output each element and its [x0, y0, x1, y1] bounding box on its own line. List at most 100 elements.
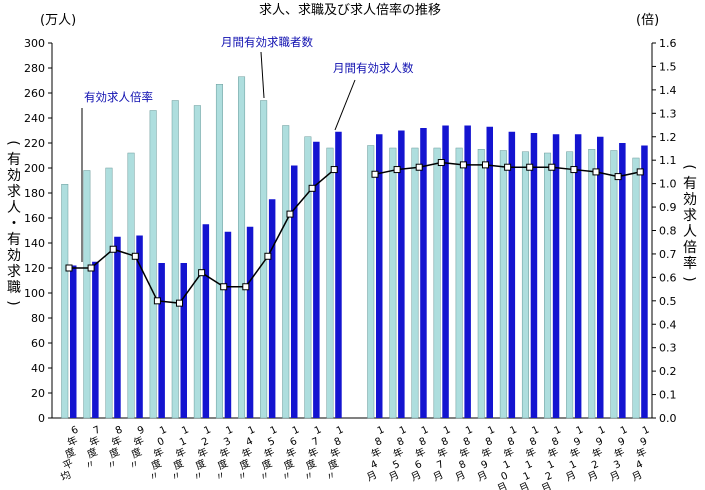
ratio-point	[415, 163, 423, 171]
x-tick-label: 1	[546, 459, 556, 472]
bar-job-offers	[313, 141, 320, 418]
bar-job-seekers	[238, 76, 246, 419]
x-tick-label: 1	[313, 424, 323, 437]
x-tick-label: 年	[240, 445, 255, 461]
x-tick-label: 年	[284, 445, 299, 461]
right-axis-title: (	[681, 164, 697, 169]
x-tick-label: 度	[171, 456, 186, 472]
left-axis-title: ・	[7, 216, 21, 232]
bar-job-seekers	[499, 150, 507, 419]
bar-job-seekers	[304, 136, 312, 419]
x-tick-label: 度	[63, 445, 78, 461]
x-tick-label: 1	[619, 424, 629, 437]
x-tick-label: 月	[495, 480, 509, 490]
left-tick-label: 280	[24, 62, 45, 75]
x-tick-label: 1	[524, 459, 534, 472]
right-tick-label: 0.1	[659, 389, 677, 402]
x-tick-label: 1	[398, 424, 408, 437]
right-axis-title: 効	[683, 192, 697, 208]
ratio-point	[437, 159, 445, 167]
bar-job-seekers	[544, 152, 552, 419]
left-tick-label: 80	[31, 312, 45, 325]
left-axis-title: 求	[7, 264, 21, 280]
ratio-point	[459, 161, 467, 169]
bar-job-seekers	[105, 167, 113, 419]
bar-job-seekers	[455, 147, 463, 419]
x-tick-label: 1	[502, 459, 512, 472]
left-axis-title: 有	[7, 152, 21, 168]
left-tick-label: 240	[24, 112, 45, 125]
x-tick-label: 4	[369, 459, 379, 472]
x-tick-label: 年	[546, 445, 561, 461]
ratio-point	[242, 283, 250, 291]
x-tick-label: 年	[634, 445, 649, 461]
right-tick-label: 0.9	[659, 201, 677, 214]
x-tick-label: 1	[575, 424, 585, 437]
x-tick-label: 1	[568, 459, 578, 472]
ratio-point	[153, 297, 161, 305]
right-axis-title: 率	[683, 255, 697, 272]
ratio-point	[614, 173, 622, 181]
x-tick-label: 年	[479, 445, 494, 461]
bar-job-seekers	[389, 147, 397, 419]
right-tick-label: 0.6	[659, 271, 677, 284]
x-tick-label: 月	[517, 480, 531, 490]
x-tick-label: 7	[311, 436, 321, 449]
left-axis-title: 求	[7, 184, 21, 200]
x-tick-label: 5	[391, 459, 401, 472]
bar-job-offers	[597, 136, 604, 418]
right-tick-label: 0.0	[659, 412, 677, 425]
right-axis-title: 有	[683, 176, 697, 192]
bar-job-seekers	[566, 151, 574, 419]
bar-job-seekers	[411, 147, 419, 419]
left-tick-label: 40	[31, 362, 45, 375]
x-tick-label: 年	[87, 433, 102, 449]
bar-job-seekers	[171, 100, 179, 419]
bar-job-seekers	[367, 145, 375, 419]
x-tick-label: 度	[85, 445, 100, 461]
x-tick-label: 年	[109, 433, 124, 449]
left-tick-label: 300	[24, 37, 45, 50]
bar-job-offers	[619, 143, 626, 418]
x-tick-label: 度	[129, 445, 144, 461]
x-tick-label: 9	[480, 459, 490, 472]
x-tick-label: 度	[107, 445, 122, 461]
x-tick-label: 0	[500, 470, 510, 483]
x-tick-label: 年	[457, 445, 472, 461]
bar-job-seekers	[83, 170, 91, 419]
left-axis-title: 効	[7, 168, 21, 184]
bar-job-seekers	[521, 151, 529, 419]
right-tick-label: 1.4	[659, 84, 677, 97]
x-tick-label: 1	[508, 424, 518, 437]
x-tick-label: 年	[306, 445, 321, 461]
x-tick-label: 月	[630, 469, 644, 484]
x-tick-label: 度	[193, 456, 208, 472]
bar-job-offers	[464, 125, 471, 418]
x-tick-label: 8	[333, 436, 343, 449]
x-tick-label: 度	[149, 456, 164, 472]
x-tick-label: 年	[262, 445, 277, 461]
x-tick-label: 〃	[302, 470, 316, 484]
bar-job-offers	[268, 199, 276, 418]
x-tick-label: 年	[590, 445, 605, 461]
x-tick-label: 月	[475, 469, 489, 484]
right-tick-label: 0.2	[659, 365, 677, 378]
annotation-leader-offers	[334, 79, 356, 131]
ratio-point	[176, 299, 183, 307]
right-tick-label: 0.3	[659, 342, 677, 355]
right-tick-label: 1.0	[659, 178, 677, 191]
x-tick-label: 4	[634, 459, 644, 472]
left-axis-title: (	[5, 140, 21, 145]
bar-job-offers	[92, 261, 99, 418]
x-tick-label: 6	[289, 436, 299, 449]
ratio-point	[308, 184, 316, 192]
bar-job-seekers	[127, 152, 135, 419]
x-tick-label: 8	[550, 436, 560, 449]
x-tick-label: 1	[224, 424, 234, 437]
x-tick-label: 2	[590, 459, 600, 472]
ratio-point	[264, 252, 272, 260]
bar-job-offers	[442, 125, 449, 418]
ratio-point	[592, 168, 600, 176]
bar-job-seekers	[282, 125, 290, 419]
bar-job-offers	[420, 128, 427, 418]
